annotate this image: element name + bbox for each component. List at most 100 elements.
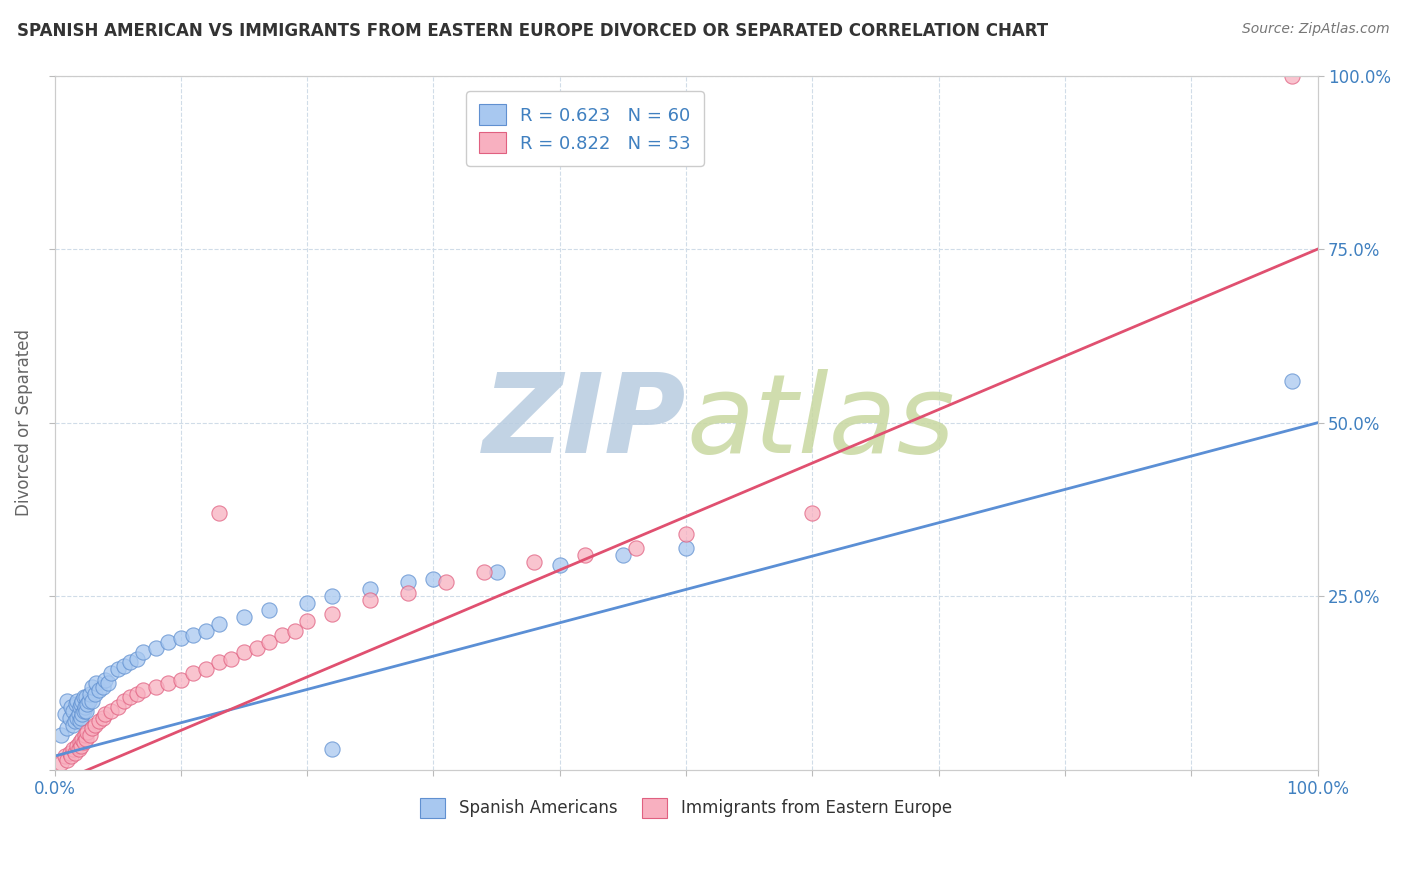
Point [84, 687, 107, 701]
Point [69, 700, 91, 714]
Point [49, 728, 72, 742]
Point [145, 641, 167, 656]
Point [63, 746, 86, 760]
Text: ZIP: ZIP [482, 369, 686, 476]
Point [75, 704, 97, 718]
Point [76, 724, 98, 739]
Point [65, 697, 87, 711]
Point [321, 607, 343, 621]
Point [66, 711, 89, 725]
Point [62, 718, 84, 732]
Point [574, 548, 596, 562]
Point [59, 746, 82, 760]
Point [612, 548, 634, 562]
Point [72, 735, 94, 749]
Point [295, 614, 318, 628]
Point [257, 634, 280, 648]
Point [485, 565, 508, 579]
Point [70, 739, 93, 753]
Point [53, 707, 76, 722]
Point [221, 652, 243, 666]
Point [157, 634, 180, 648]
Point [97, 676, 120, 690]
Point [295, 596, 318, 610]
Point [208, 656, 231, 670]
Point [422, 572, 444, 586]
Point [675, 541, 697, 555]
Point [59, 711, 82, 725]
Point [396, 575, 419, 590]
Point [472, 565, 495, 579]
Point [73, 700, 96, 714]
Point [434, 575, 457, 590]
Point [270, 627, 292, 641]
Point [675, 527, 697, 541]
Point [82, 722, 104, 736]
Point [59, 700, 82, 714]
Point [195, 624, 218, 639]
Point [67, 707, 90, 722]
Point [91, 711, 114, 725]
Point [69, 735, 91, 749]
Point [87, 714, 110, 729]
Point [79, 687, 101, 701]
Point [73, 728, 96, 742]
Point [359, 582, 381, 597]
Point [82, 680, 104, 694]
Point [125, 687, 148, 701]
Text: Source: ZipAtlas.com: Source: ZipAtlas.com [1241, 22, 1389, 37]
Point [56, 693, 79, 707]
Point [120, 656, 142, 670]
Point [87, 683, 110, 698]
Point [246, 641, 269, 656]
Point [107, 662, 129, 676]
Point [321, 742, 343, 756]
Point [56, 722, 79, 736]
Point [257, 603, 280, 617]
Point [183, 665, 205, 680]
Point [208, 506, 231, 520]
Point [321, 590, 343, 604]
Point [67, 742, 90, 756]
Point [69, 714, 91, 729]
Point [100, 704, 122, 718]
Point [91, 680, 114, 694]
Point [72, 704, 94, 718]
Point [79, 728, 101, 742]
Point [59, 749, 82, 764]
Point [132, 683, 155, 698]
Point [100, 665, 122, 680]
Point [157, 676, 180, 690]
Point [283, 624, 305, 639]
Point [359, 592, 381, 607]
Point [72, 690, 94, 704]
Point [208, 617, 231, 632]
Point [76, 697, 98, 711]
Point [82, 693, 104, 707]
Point [183, 627, 205, 641]
Point [94, 707, 117, 722]
Point [66, 739, 89, 753]
Point [62, 704, 84, 718]
Point [170, 631, 193, 645]
Point [72, 707, 94, 722]
Point [107, 700, 129, 714]
Point [195, 662, 218, 676]
Point [72, 731, 94, 746]
Point [396, 586, 419, 600]
Point [75, 690, 97, 704]
Point [94, 673, 117, 687]
Point [72, 693, 94, 707]
Point [63, 714, 86, 729]
Point [145, 680, 167, 694]
Point [84, 718, 107, 732]
Point [66, 693, 89, 707]
Point [125, 652, 148, 666]
Point [801, 506, 824, 520]
Point [62, 742, 84, 756]
Point [77, 693, 100, 707]
Legend: Spanish Americans, Immigrants from Eastern Europe: Spanish Americans, Immigrants from Easte… [413, 791, 959, 824]
Point [233, 610, 256, 624]
Point [624, 541, 647, 555]
Point [70, 697, 93, 711]
